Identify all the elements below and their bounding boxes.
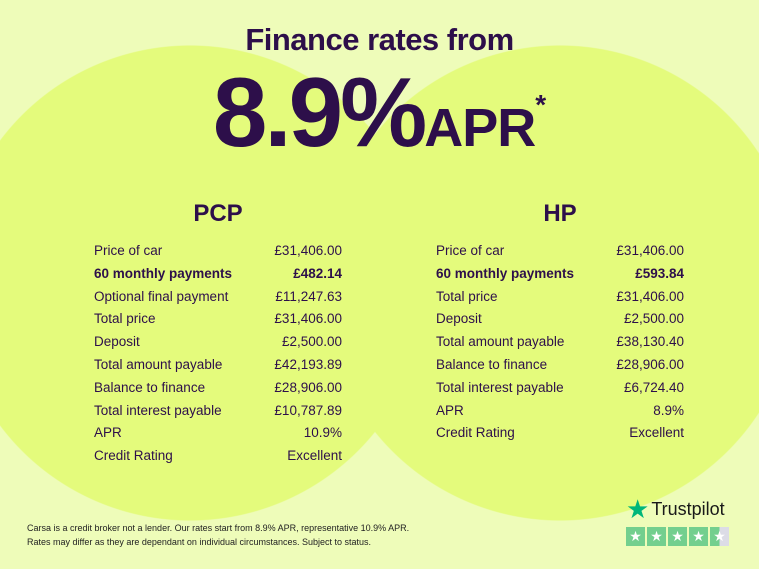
pcp-rows: Price of car £31,406.00 60 monthly payment…: [94, 240, 342, 468]
row-value: £28,906.00: [274, 379, 342, 395]
table-row: Total price £31,406.00: [94, 308, 342, 331]
star-icon: ★: [626, 527, 645, 546]
trustpilot-logo: ★ Trustpilot: [626, 494, 736, 525]
row-value: £2,500.00: [623, 311, 684, 327]
table-row: Balance to finance £28,906.00: [436, 354, 684, 377]
table-row: Balance to finance £28,906.00: [94, 377, 342, 400]
asterisk: *: [535, 89, 547, 120]
table-row: Credit Rating Excellent: [94, 445, 342, 468]
row-value: £31,406.00: [274, 243, 342, 258]
row-label: Optional final payment: [94, 288, 229, 304]
trustpilot-name: Trustpilot: [651, 499, 725, 519]
row-label: Balance to finance: [436, 356, 548, 372]
table-row: APR 10.9%: [94, 422, 342, 445]
table-row: Total interest payable £10,787.89: [94, 400, 342, 423]
table-row: Total amount payable £42,193.89: [94, 354, 342, 377]
row-label: Credit Rating: [436, 425, 515, 441]
row-label: Total amount payable: [94, 356, 223, 372]
table-row: Total interest payable £6,724.40: [436, 377, 684, 400]
row-value: £2,500.00: [281, 334, 342, 350]
half-star-icon: ★: [710, 527, 729, 546]
row-value: £593.84: [635, 265, 684, 281]
star-icon: ★: [626, 494, 650, 524]
row-label: Credit Rating: [94, 448, 173, 464]
row-label: Total price: [94, 311, 156, 327]
table-row: 60 monthly payments £482.14: [94, 263, 342, 286]
pcp-heading: PCP: [193, 200, 243, 227]
row-value: £482.14: [293, 265, 342, 281]
row-value: Excellent: [287, 448, 342, 464]
apr-label: APR: [424, 98, 536, 158]
row-value: £31,406.00: [274, 311, 342, 327]
disclaimer: Carsa is a credit broker not a lender. O…: [27, 521, 409, 549]
table-row: Price of car £31,406.00: [94, 240, 342, 263]
row-value: £42,193.89: [274, 356, 342, 372]
disclaimer-line: Carsa is a credit broker not a lender. O…: [27, 523, 410, 533]
row-value: £11,247.63: [275, 288, 342, 304]
row-label: Total price: [436, 288, 498, 304]
table-row: Deposit £2,500.00: [436, 308, 684, 331]
rate-value: 8.9%: [212, 57, 427, 167]
row-value: 8.9%: [653, 402, 684, 418]
table-row: Credit Rating Excellent: [436, 422, 684, 445]
row-value: £38,130.40: [616, 334, 684, 350]
star-icon: ★: [689, 527, 708, 546]
row-label: Deposit: [436, 311, 482, 327]
row-label: Total interest payable: [436, 379, 564, 395]
row-value: £10,787.89: [274, 402, 342, 418]
hp-heading: HP: [543, 200, 577, 227]
row-label: Deposit: [94, 334, 140, 350]
row-value: £6,724.40: [623, 379, 684, 395]
disclaimer-line: Rates may differ as they are dependant o…: [27, 537, 372, 547]
row-label: Price of car: [436, 243, 505, 258]
hp-rows: Price of car £31,406.00 60 monthly payment…: [436, 240, 684, 445]
row-label: 60 monthly payments: [436, 265, 575, 281]
table-row: Total price £31,406.00: [436, 286, 684, 309]
row-label: Total amount payable: [436, 334, 565, 350]
hp-table: HP Price of car £31,406.00 60 monthly paym…: [436, 200, 684, 445]
table-row: Deposit £2,500.00: [94, 331, 342, 354]
pcp-table: PCP Price of car £31,406.00 60 monthly pay…: [94, 200, 342, 468]
star-icon: ★: [668, 527, 687, 546]
table-row: APR 8.9%: [436, 400, 684, 423]
row-label: 60 monthly payments: [94, 265, 233, 281]
star-icon: ★: [647, 527, 666, 546]
trustpilot-rating: ★ ★ ★ ★ ★: [626, 527, 736, 546]
table-row: Optional final payment £11,247.63: [94, 286, 342, 309]
table-row: 60 monthly payments £593.84: [436, 263, 684, 286]
row-label: Total interest payable: [94, 402, 222, 418]
row-value: £31,406.00: [616, 288, 684, 304]
row-label: APR: [436, 402, 464, 418]
row-value: £28,906.00: [616, 356, 684, 372]
row-value: £31,406.00: [616, 243, 684, 258]
row-value: 10.9%: [303, 425, 342, 441]
table-row: Price of car £31,406.00: [436, 240, 684, 263]
rate-display: 8.9%APR*: [0, 62, 759, 162]
headline: Finance rates from: [245, 22, 514, 57]
trustpilot-badge: ★ Trustpilot ★ ★ ★ ★ ★: [626, 494, 736, 546]
row-label: Price of car: [94, 243, 163, 258]
table-row: Total amount payable £38,130.40: [436, 331, 684, 354]
row-label: Balance to finance: [94, 379, 206, 395]
row-label: APR: [94, 425, 122, 441]
row-value: Excellent: [629, 425, 684, 441]
